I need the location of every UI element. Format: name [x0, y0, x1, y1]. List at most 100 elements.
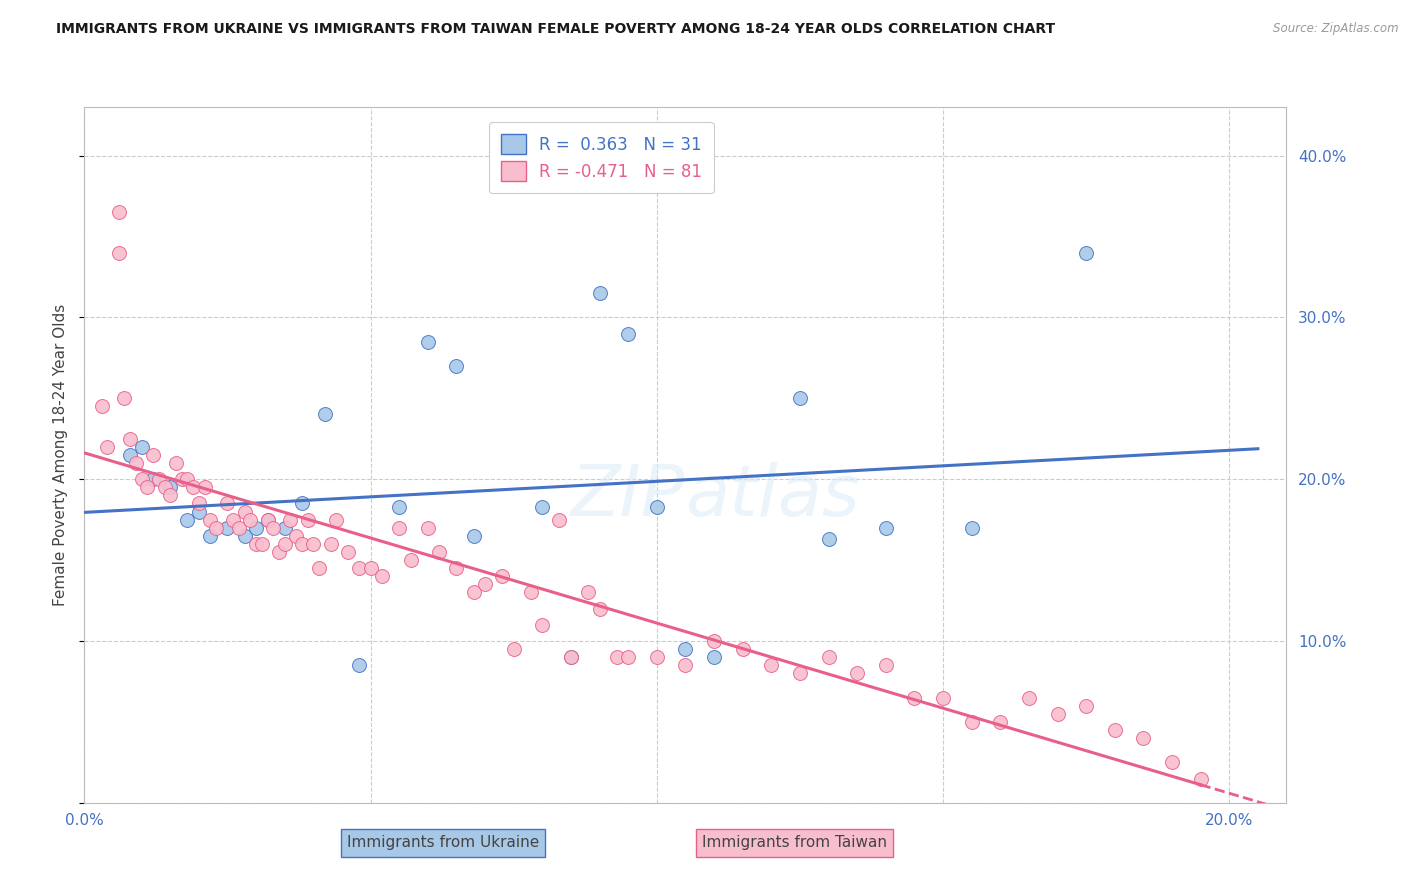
Point [107, 205, 129, 219]
Point [416, 334, 439, 349]
Point [645, 650, 668, 665]
Point [463, 529, 485, 543]
Point [120, 432, 142, 446]
Point [817, 650, 839, 665]
Point [347, 658, 370, 673]
Point [645, 500, 668, 514]
Text: Immigrants from Taiwan: Immigrants from Taiwan [702, 836, 887, 850]
Point [194, 480, 217, 494]
Point [560, 650, 582, 665]
Point [245, 521, 267, 535]
Point [675, 642, 697, 657]
Point [222, 513, 245, 527]
Point [297, 513, 319, 527]
Point [399, 553, 422, 567]
Point [245, 537, 267, 551]
Point [1189, 772, 1212, 786]
Point [325, 513, 347, 527]
Point [131, 472, 153, 486]
Point [205, 521, 228, 535]
Point [1161, 756, 1184, 770]
Point [502, 642, 524, 657]
Point [274, 537, 297, 551]
Point [731, 642, 754, 657]
Point [181, 480, 204, 494]
Point [336, 545, 359, 559]
Point [576, 585, 599, 599]
Point [588, 286, 610, 301]
Point [187, 496, 209, 510]
Point [142, 448, 165, 462]
Point [200, 513, 222, 527]
Point [1076, 245, 1098, 260]
Point [960, 714, 983, 729]
Point [463, 585, 485, 599]
Text: ZIP: ZIP [571, 462, 686, 531]
Point [239, 513, 262, 527]
Point [347, 561, 370, 575]
Point [125, 456, 148, 470]
Point [256, 513, 278, 527]
Text: IMMIGRANTS FROM UKRAINE VS IMMIGRANTS FROM TAIWAN FEMALE POVERTY AMONG 18-24 YEA: IMMIGRANTS FROM UKRAINE VS IMMIGRANTS FR… [56, 22, 1056, 37]
Point [1046, 706, 1069, 721]
Point [176, 513, 198, 527]
Point [617, 650, 640, 665]
Point [789, 392, 811, 406]
Point [789, 666, 811, 681]
Point [703, 634, 725, 648]
Point [96, 440, 118, 454]
Y-axis label: Female Poverty Among 18-24 Year Olds: Female Poverty Among 18-24 Year Olds [53, 304, 69, 606]
Point [446, 561, 468, 575]
Point [274, 521, 297, 535]
Point [250, 537, 273, 551]
Point [228, 521, 250, 535]
Point [675, 658, 697, 673]
Point [256, 513, 278, 527]
Point [988, 714, 1011, 729]
Point [120, 448, 142, 462]
Point [548, 513, 571, 527]
Point [308, 561, 330, 575]
Point [761, 658, 783, 673]
Point [153, 480, 176, 494]
Point [159, 480, 181, 494]
Point [520, 585, 543, 599]
Point [491, 569, 513, 583]
Point [1018, 690, 1040, 705]
Point [131, 440, 153, 454]
Point [846, 666, 869, 681]
Point [165, 456, 187, 470]
Point [233, 529, 256, 543]
Point [1076, 698, 1098, 713]
Point [960, 521, 983, 535]
Point [371, 569, 394, 583]
Point [285, 529, 308, 543]
Point [136, 480, 159, 494]
Point [388, 500, 411, 514]
Point [319, 537, 342, 551]
Point [142, 472, 165, 486]
Legend: R =  0.363   N = 31, R = -0.471   N = 81: R = 0.363 N = 31, R = -0.471 N = 81 [489, 122, 714, 193]
Point [217, 496, 239, 510]
Point [107, 245, 129, 260]
Point [159, 488, 181, 502]
Point [817, 532, 839, 546]
Point [280, 513, 302, 527]
Point [531, 500, 554, 514]
Point [148, 472, 170, 486]
Point [606, 650, 628, 665]
Point [291, 537, 314, 551]
Point [446, 359, 468, 373]
Point [1132, 731, 1154, 745]
Point [474, 577, 496, 591]
Point [262, 521, 284, 535]
Point [875, 658, 897, 673]
Point [302, 537, 325, 551]
Point [170, 472, 193, 486]
Text: atlas: atlas [686, 462, 860, 531]
Point [932, 690, 955, 705]
Point [114, 392, 135, 406]
Point [560, 650, 582, 665]
Point [875, 521, 897, 535]
Point [1104, 723, 1126, 737]
